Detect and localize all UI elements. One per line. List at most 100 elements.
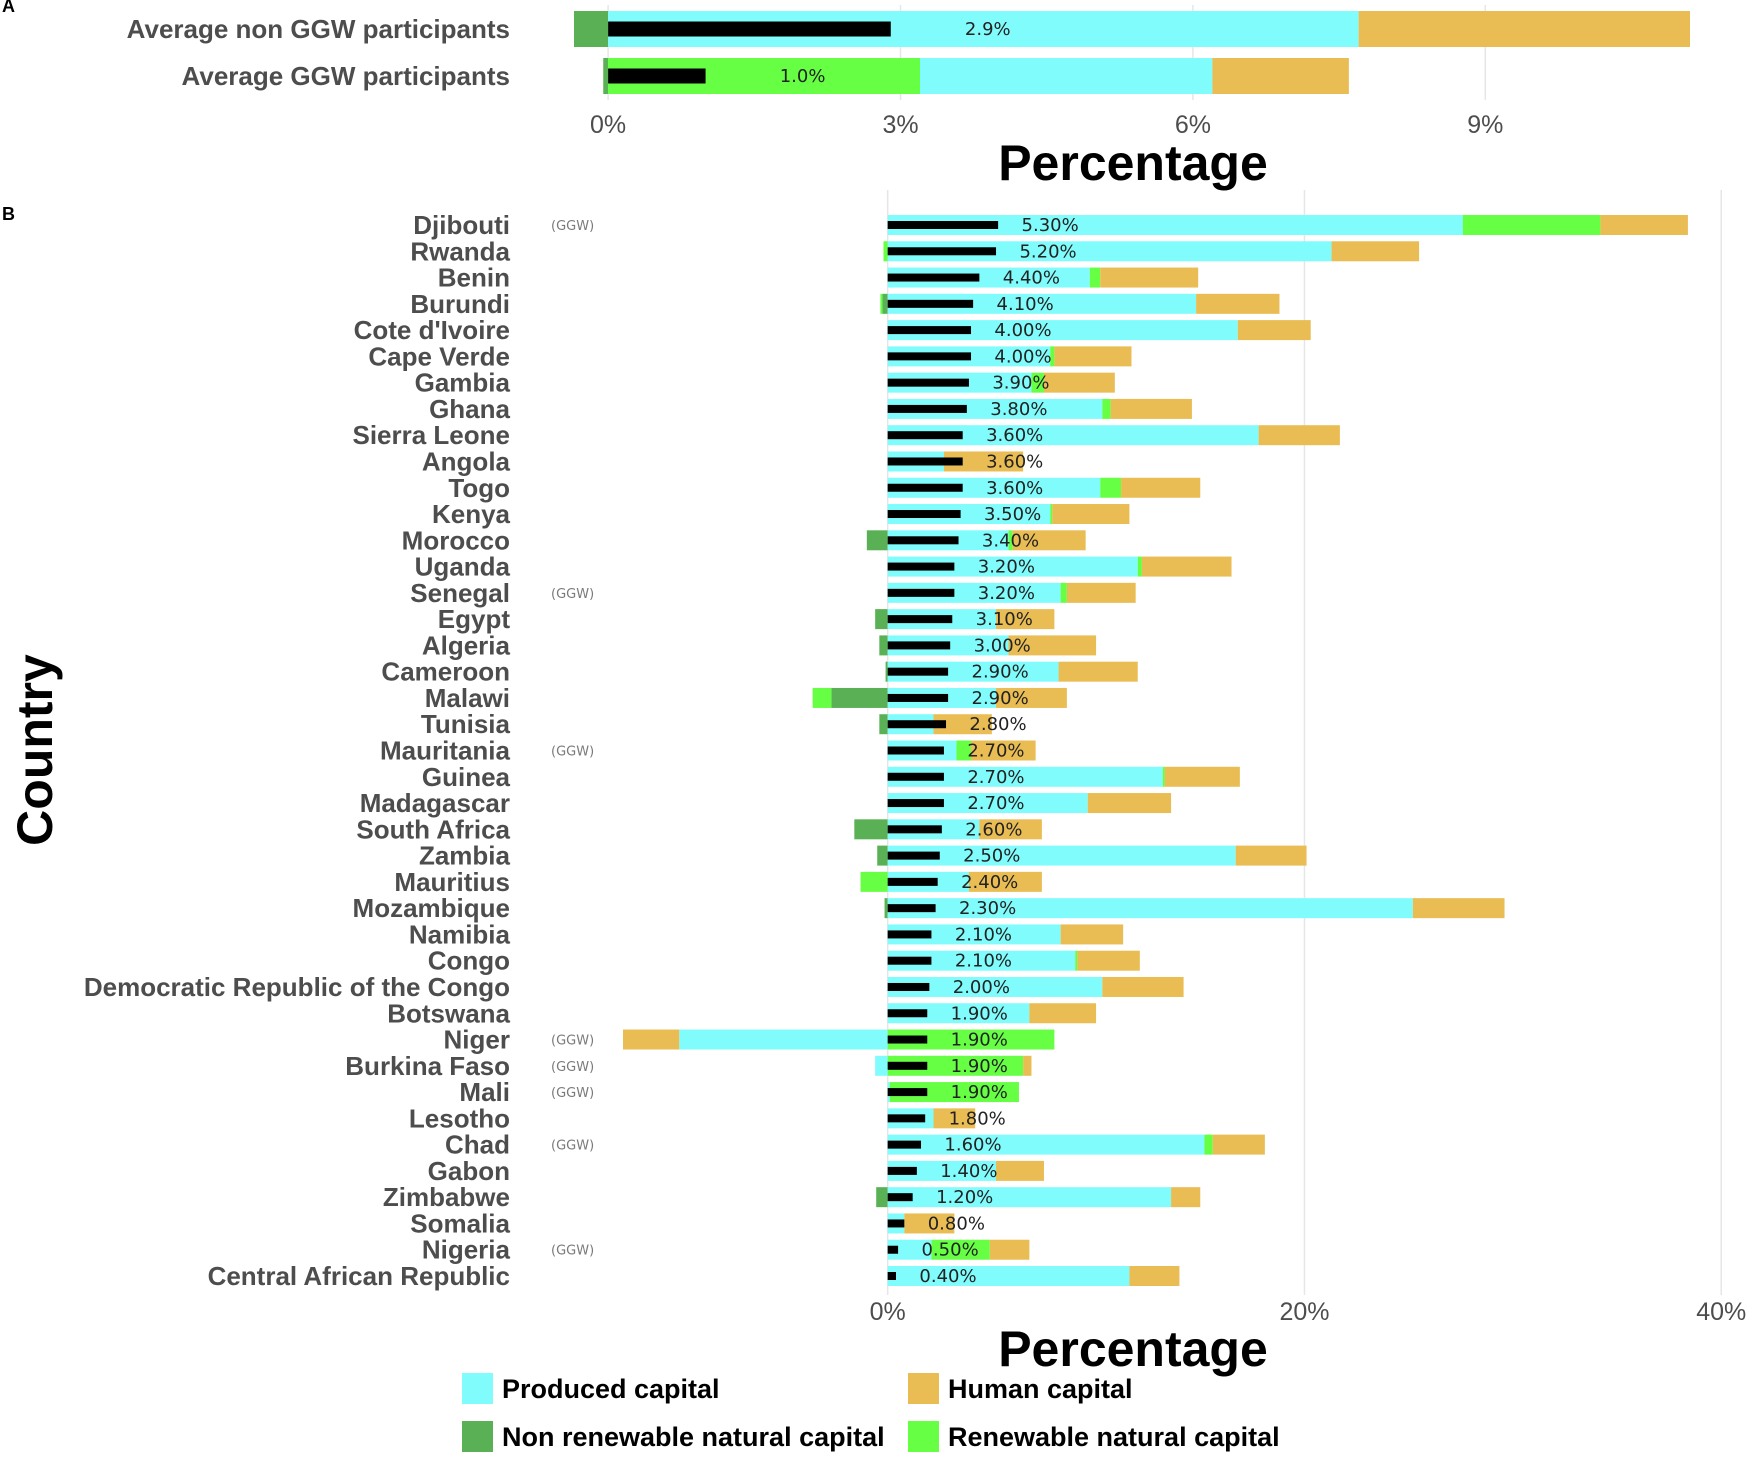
- bar-ren: [889, 1082, 1019, 1103]
- bar-group: 3.50%: [887, 504, 1130, 525]
- bar-human: [1102, 976, 1184, 997]
- bar-human: [1129, 1266, 1180, 1286]
- bar-produced: [887, 1003, 1030, 1024]
- data-label: 3.40%: [982, 530, 1039, 551]
- bar-produced: [887, 215, 1463, 235]
- category-label: Namibia: [409, 919, 511, 949]
- bar-human: [1008, 635, 1097, 656]
- bar-black-value: [887, 431, 963, 440]
- bar-black-value: [887, 982, 930, 991]
- category-label: Congo: [428, 946, 510, 976]
- data-label: 1.40%: [940, 1161, 997, 1182]
- bar-group: 2.70%: [887, 766, 1240, 788]
- data-label: 1.90%: [951, 1003, 1008, 1024]
- bar-black-value: [887, 299, 974, 308]
- bar-nonren: [875, 609, 888, 630]
- panel-b-y-axis-title: Country: [7, 654, 63, 846]
- data-label: 2.00%: [953, 977, 1010, 998]
- bar-produced: [887, 425, 1259, 446]
- bar-black-value: [887, 772, 944, 781]
- bar-produced: [887, 582, 1061, 603]
- category-label: Somalia: [410, 1208, 510, 1238]
- bar-human: [1212, 58, 1349, 94]
- category-label: Mozambique: [353, 893, 510, 923]
- data-label: 2.9%: [965, 19, 1011, 40]
- bar-human: [1212, 1134, 1265, 1155]
- bar-group: 1.80%: [887, 1108, 1006, 1129]
- bar-human: [1066, 582, 1136, 603]
- category-label: Angola: [422, 446, 511, 476]
- bar-nonren: [866, 530, 888, 551]
- data-label: 1.90%: [951, 1030, 1008, 1051]
- bar-group: 3.20%: [887, 582, 1136, 604]
- bar-group: 2.70%: [887, 740, 1036, 762]
- category-label: South Africa: [356, 814, 510, 844]
- bar-produced: [887, 1187, 1172, 1208]
- category-label: Kenya: [432, 499, 511, 529]
- category-label: Algeria: [422, 630, 511, 660]
- bar-black-value: [887, 378, 969, 387]
- bar-nonren: [884, 898, 888, 919]
- bar-nonren: [876, 1187, 888, 1208]
- bar-group: 0.50%: [887, 1239, 1030, 1261]
- data-label: 3.60%: [986, 425, 1043, 446]
- bar-produced: [887, 1239, 932, 1260]
- panel-a-category-labels: Average non GGW participants Average GGW …: [127, 14, 510, 91]
- bar-group: 4.10%: [880, 293, 1280, 315]
- data-label: 0.50%: [921, 1240, 978, 1261]
- bar-produced: [887, 924, 1061, 945]
- bar-ren: [883, 241, 888, 262]
- category-label: Cape Verde: [368, 341, 510, 371]
- category-label: Burkina Faso: [345, 1051, 510, 1081]
- bar-produced: [887, 1134, 1205, 1155]
- bar-black-value: [887, 221, 999, 229]
- bar-nonren: [885, 661, 888, 682]
- bar-human: [1235, 845, 1307, 866]
- ggw-tag: (GGW): [551, 1139, 594, 1154]
- bar-group: 2.30%: [884, 898, 1505, 919]
- legend-label-human: Human capital: [948, 1374, 1133, 1404]
- bar-ren: [1050, 346, 1055, 367]
- bar-black-value: [887, 247, 997, 256]
- data-label: 1.0%: [780, 66, 826, 87]
- data-label: 3.50%: [984, 504, 1041, 525]
- category-label: Burundi: [410, 289, 510, 319]
- bar-black-value: [887, 1009, 928, 1018]
- bar-group: 1.60%: [887, 1134, 1265, 1156]
- data-label: 0.40%: [919, 1266, 976, 1287]
- bar-group: 3.60%: [887, 425, 1340, 446]
- bar-black-value: [887, 352, 972, 361]
- category-label: Benin: [438, 263, 510, 293]
- ggw-tag: (GGW): [551, 1060, 594, 1075]
- data-label: 4.40%: [1003, 268, 1060, 289]
- ggw-tag: (GGW): [551, 745, 594, 760]
- category-label: Ghana: [429, 394, 510, 424]
- bar-produced: [887, 845, 1236, 866]
- legend: Produced capital Human capital Non renewab…: [462, 1373, 1280, 1452]
- bar-group: 1.90%: [887, 1003, 1097, 1024]
- bar-ren: [956, 740, 972, 761]
- bar-human: [1012, 530, 1086, 551]
- bar-ren: [1075, 950, 1078, 971]
- category-label: Chad: [445, 1130, 510, 1160]
- legend-swatch-human: [908, 1373, 939, 1404]
- category-label: Gambia: [415, 368, 511, 398]
- panel-b-label: B: [2, 204, 15, 224]
- bar-black-value: [887, 1272, 897, 1280]
- x-tick-label: 0%: [590, 111, 626, 139]
- bar-black-value: [887, 1245, 899, 1254]
- data-label: 5.20%: [1019, 241, 1076, 262]
- bar-black-value: [887, 851, 940, 860]
- bar-human: [1054, 346, 1132, 367]
- bar-black-value: [887, 667, 949, 676]
- data-label: 1.80%: [949, 1108, 1006, 1129]
- category-label: Nigeria: [422, 1235, 511, 1265]
- data-label: 2.60%: [965, 819, 1022, 840]
- bar-group: 3.60%: [887, 451, 1043, 472]
- data-label: 2.90%: [972, 688, 1029, 709]
- bar-ren: [1162, 766, 1165, 787]
- category-label: Mali: [459, 1077, 510, 1107]
- bar-produced: [887, 293, 1197, 314]
- bar-black-value: [887, 930, 932, 939]
- bar-group: 3.00%: [879, 635, 1097, 656]
